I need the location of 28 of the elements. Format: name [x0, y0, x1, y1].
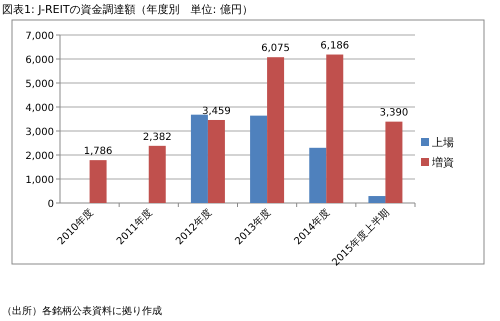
y-tick-label: 5,000 — [25, 79, 54, 90]
bar — [326, 54, 344, 203]
data-label: 1,786 — [84, 146, 112, 158]
bar — [90, 160, 107, 203]
bar — [190, 114, 208, 203]
data-label: 6,186 — [320, 40, 350, 52]
data-label: 3,459 — [202, 106, 231, 117]
legend-label: 増資 — [431, 156, 454, 169]
bar — [267, 57, 284, 203]
legend-label: 上場 — [432, 136, 454, 149]
bar — [368, 196, 386, 203]
text: （出所）各銘柄公表資料に拠り作成 — [2, 305, 162, 317]
y-tick-label: 6,000 — [25, 55, 54, 66]
chart-title: 図表1: J-REITの資金調達額（年度別 単位: 億円） — [2, 3, 253, 16]
bar — [385, 122, 402, 203]
y-tick-label: 1,000 — [25, 175, 54, 186]
bar — [309, 148, 326, 203]
data-label: 2,382 — [142, 132, 172, 143]
y-tick-label: 4,000 — [25, 103, 54, 114]
y-tick-label: 7,000 — [25, 31, 54, 42]
y-tick-label: 3,000 — [25, 127, 54, 138]
y-tick-label: 2,000 — [25, 151, 54, 162]
data-label: 3,390 — [380, 108, 408, 119]
bar — [250, 116, 268, 203]
bar — [148, 146, 166, 203]
y-tick-label: 0 — [48, 199, 54, 210]
data-label: 6,075 — [261, 43, 290, 54]
bar — [208, 120, 225, 203]
